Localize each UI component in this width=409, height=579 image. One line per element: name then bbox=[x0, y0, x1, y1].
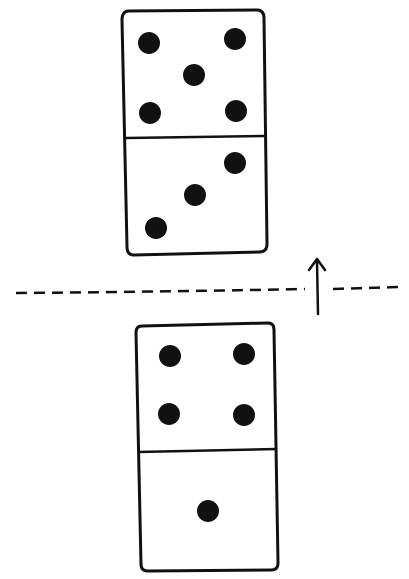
pip bbox=[145, 217, 167, 239]
pip bbox=[139, 102, 161, 124]
domino-top-divider bbox=[123, 134, 266, 140]
pip bbox=[233, 343, 255, 365]
domino-top-lower-half bbox=[145, 152, 246, 239]
domino-bottom-lower-half bbox=[197, 500, 219, 522]
domino-bottom-outline bbox=[134, 321, 280, 573]
up-arrow-icon bbox=[307, 257, 327, 316]
domino-bottom bbox=[134, 321, 280, 573]
mirror-line-right bbox=[332, 285, 400, 291]
pip bbox=[225, 100, 247, 122]
pip bbox=[233, 404, 255, 426]
pip bbox=[158, 403, 180, 425]
mirror-line bbox=[15, 287, 306, 295]
domino-bottom-divider bbox=[137, 447, 277, 454]
pip bbox=[197, 500, 219, 522]
pip bbox=[138, 32, 160, 54]
pip bbox=[224, 28, 246, 50]
domino-top-upper-half bbox=[138, 28, 247, 124]
pip bbox=[183, 64, 205, 86]
domino-bottom-upper-half bbox=[158, 343, 255, 426]
pip bbox=[159, 345, 181, 367]
pip bbox=[224, 152, 246, 174]
domino-top-outline bbox=[120, 8, 269, 257]
domino-top bbox=[120, 8, 269, 257]
pip bbox=[184, 184, 206, 206]
